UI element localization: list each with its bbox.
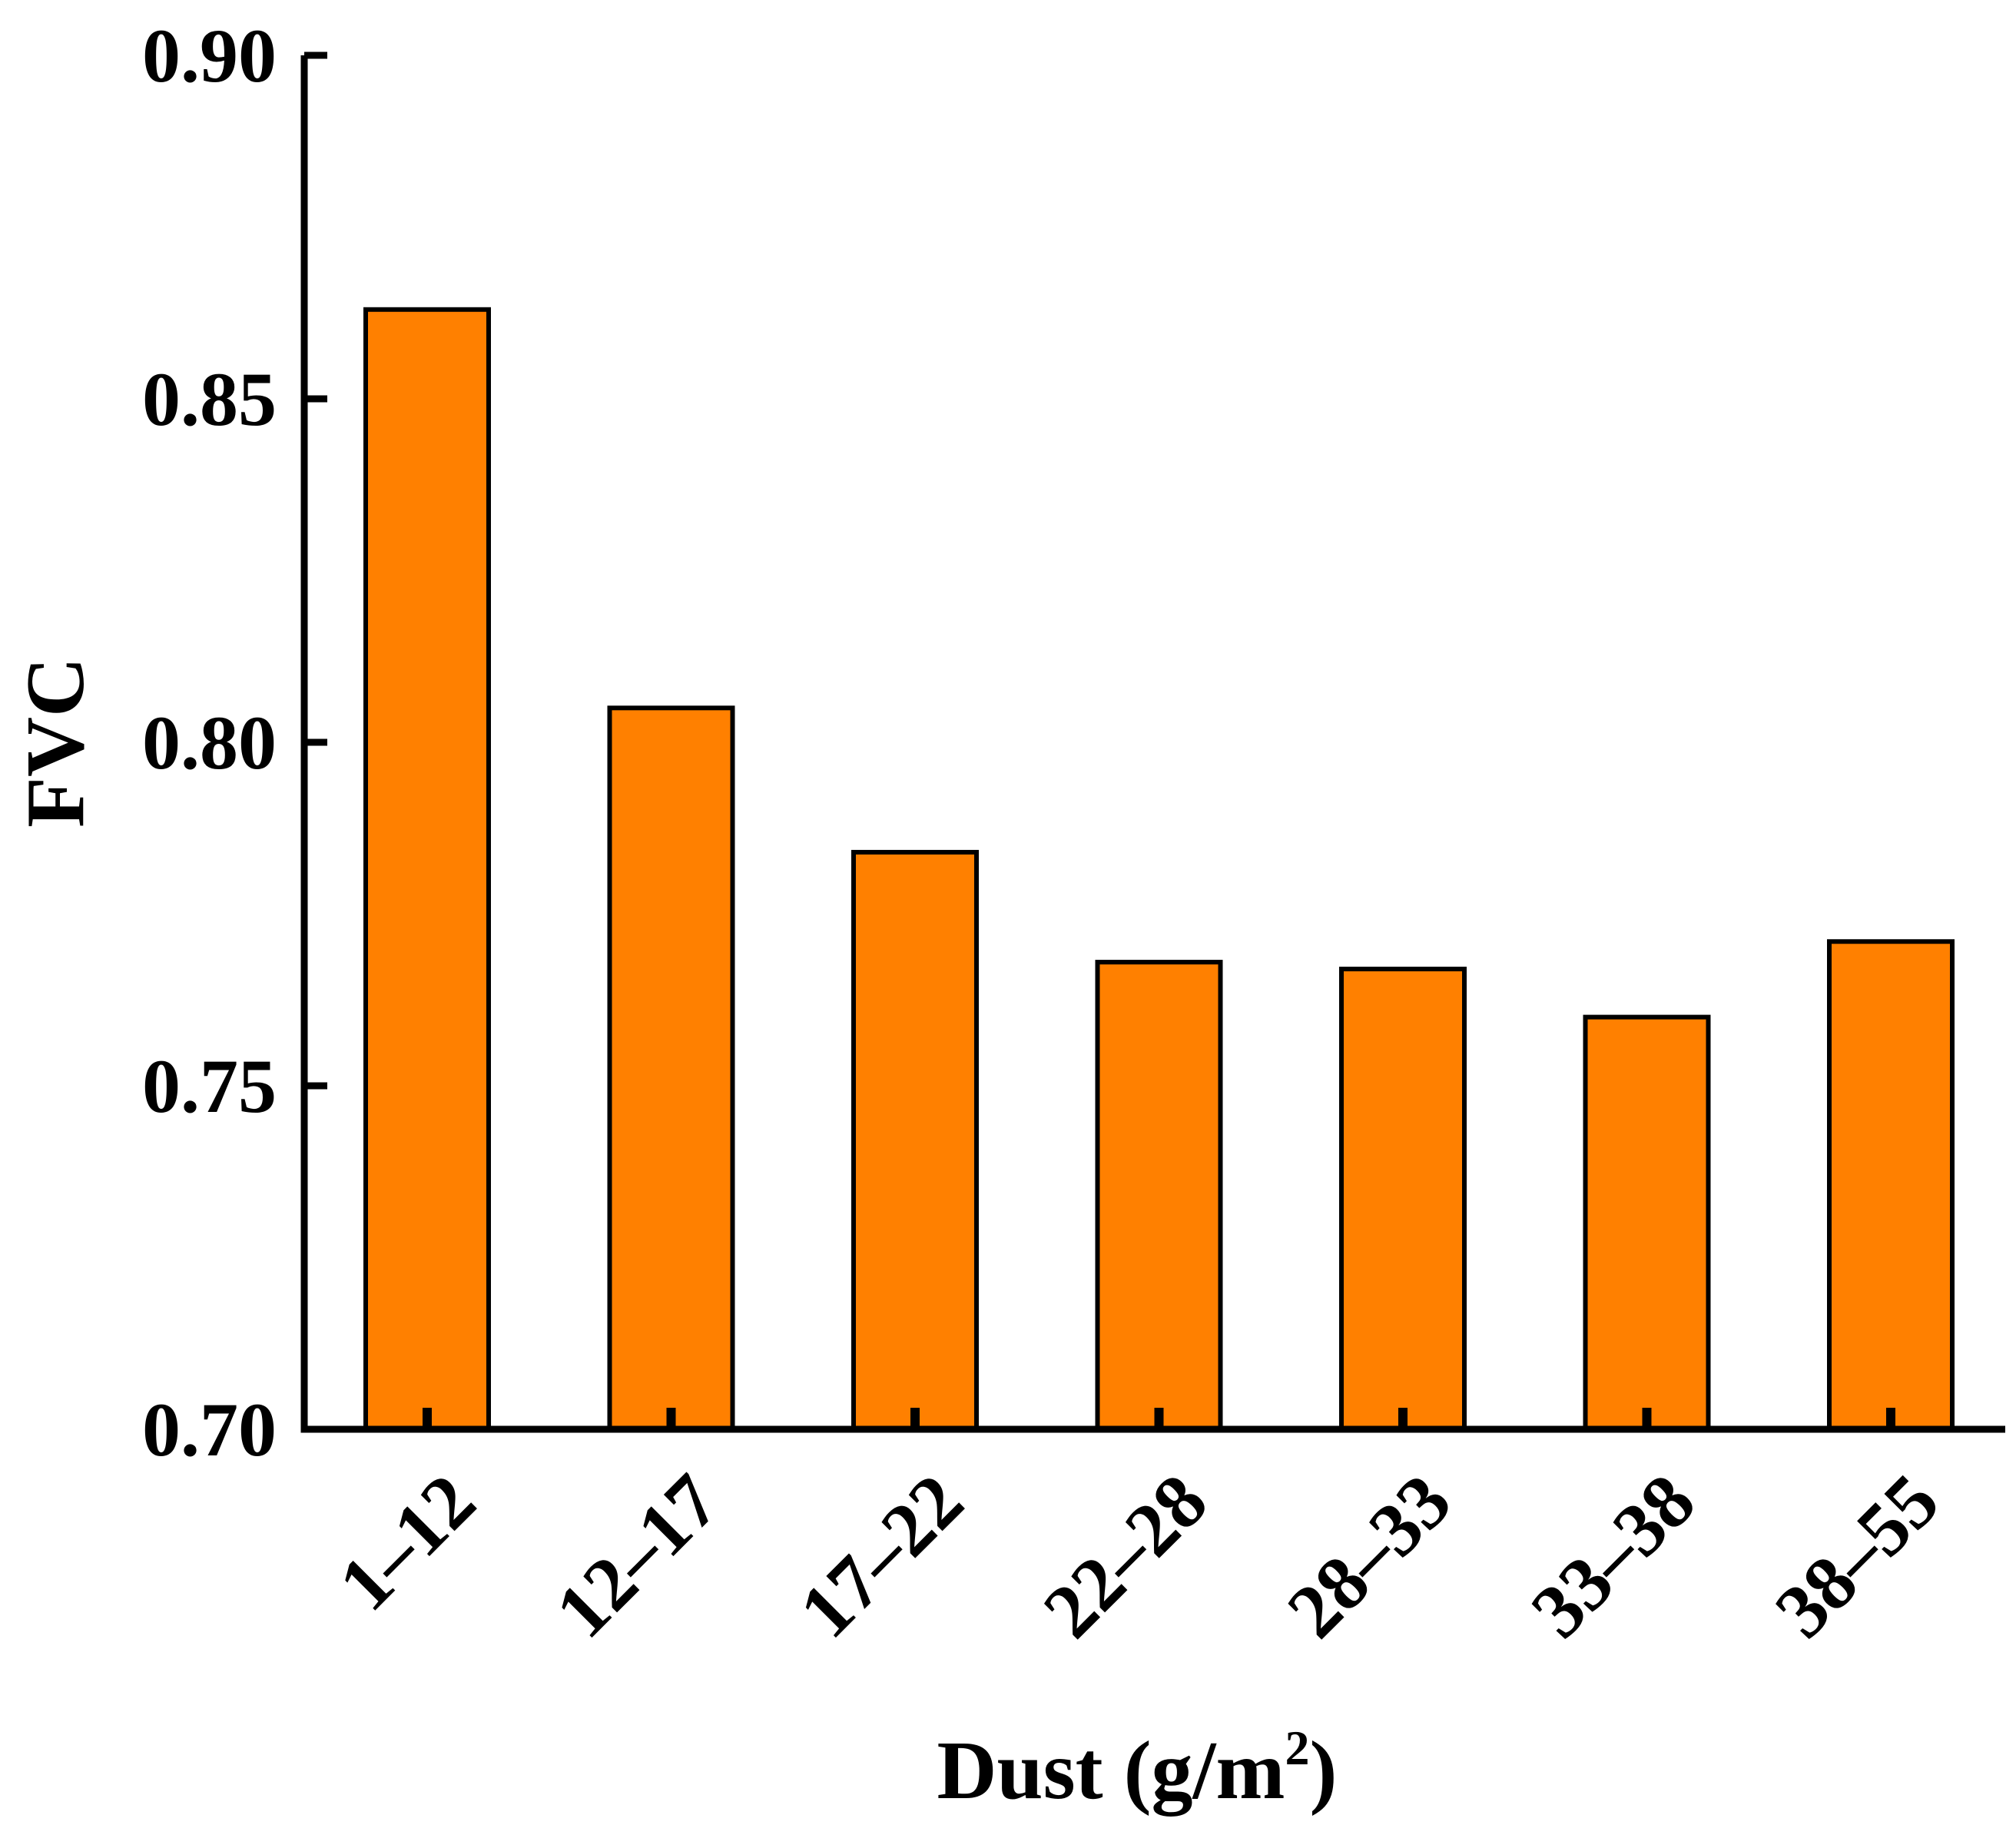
y-tick-label: 0.70 xyxy=(142,1387,277,1472)
bar-1 xyxy=(363,307,491,1432)
bar-7 xyxy=(1827,939,1955,1432)
bar-6 xyxy=(1583,1014,1711,1432)
y-ticks: 0.70 0.75 0.80 0.85 0.90 xyxy=(142,13,327,1472)
y-tick-label: 0.80 xyxy=(142,700,277,785)
bar-4 xyxy=(1095,960,1223,1432)
y-tick-label: 0.85 xyxy=(142,357,277,442)
bar-2 xyxy=(607,705,735,1432)
y-axis-title: FVC xyxy=(10,657,101,828)
x-axis-title-main: Dust (g/m xyxy=(937,1725,1285,1817)
x-tick-label: 12–17 xyxy=(539,1458,735,1654)
x-tick-label: 38–55 xyxy=(1759,1458,1955,1654)
bar-3 xyxy=(851,850,979,1432)
y-tick-label: 0.90 xyxy=(142,13,277,98)
y-tick-label: 0.75 xyxy=(142,1044,277,1129)
x-tick-label: 28–33 xyxy=(1271,1458,1467,1654)
x-axis-title: Dust (g/m2) xyxy=(937,1721,1338,1817)
x-tick-label: 17–22 xyxy=(783,1458,979,1654)
bar-5 xyxy=(1339,967,1467,1432)
x-tick-label: 22–28 xyxy=(1027,1458,1223,1654)
bars-layer xyxy=(363,307,1955,1432)
x-tick-label: 1–12 xyxy=(323,1458,492,1627)
x-axis-title-superscript: 2 xyxy=(1285,1721,1310,1775)
x-ticks: 1–12 12–17 17–22 22–28 28–33 33–38 38–55 xyxy=(323,1408,1955,1654)
x-tick-label: 33–38 xyxy=(1515,1458,1711,1654)
x-axis-title-close: ) xyxy=(1310,1725,1338,1817)
